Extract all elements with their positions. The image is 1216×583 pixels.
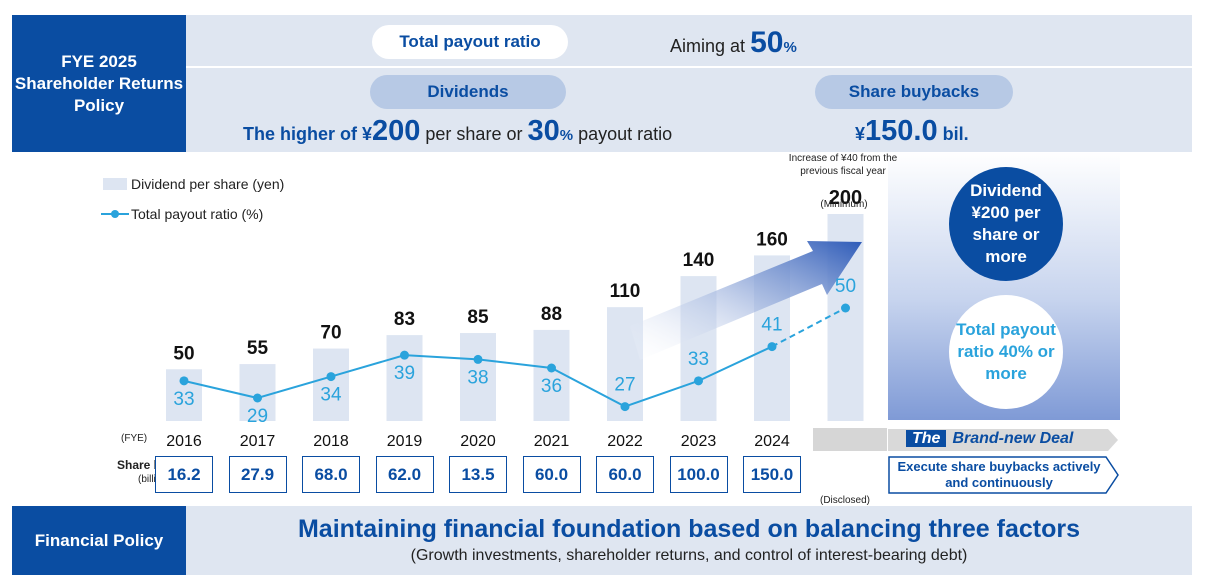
legend-line-swatch bbox=[101, 210, 129, 218]
dividend-policy-text: The higher of ¥200 per share or 30% payo… bbox=[243, 115, 673, 147]
bar-label-2022: 110 bbox=[610, 281, 641, 302]
buyback-policy-text: ¥150.0 bil. bbox=[855, 115, 969, 147]
buyback-2019: 62.0 bbox=[375, 456, 434, 493]
policy-divider bbox=[186, 66, 1192, 68]
bar-label-2023: 140 bbox=[683, 250, 715, 271]
bar-label-2016: 50 bbox=[173, 343, 194, 364]
bar-2017 bbox=[239, 364, 276, 421]
dividends-pill: Dividends bbox=[370, 75, 566, 109]
payout-circle: Total payout ratio 40% or more bbox=[949, 295, 1063, 409]
legend-dividend: Dividend per share (yen) bbox=[131, 176, 285, 192]
legend-bar-swatch bbox=[103, 178, 127, 190]
x-label-2017: 2017 bbox=[240, 433, 276, 450]
payout-label-2020: 38 bbox=[467, 367, 488, 388]
payout-point-2022 bbox=[620, 402, 630, 412]
payout-label-2019: 39 bbox=[394, 363, 415, 384]
legend-payout: Total payout ratio (%) bbox=[131, 206, 264, 222]
payout-point-2021 bbox=[547, 363, 556, 373]
financial-policy-subtitle: (Growth investments, shareholder returns… bbox=[410, 547, 968, 564]
payout-point-2024 bbox=[767, 342, 777, 352]
buyback-2022: 60.0 bbox=[596, 456, 654, 493]
buyback-2016: 16.2 bbox=[155, 456, 213, 493]
minimum-annotation: (Minimum) bbox=[820, 199, 868, 210]
bar-label-2018: 70 bbox=[320, 323, 341, 344]
payout-point-2025 bbox=[841, 303, 850, 313]
x-label-2022: 2022 bbox=[607, 433, 643, 450]
bar-label-2024: 160 bbox=[756, 229, 788, 250]
dividend-circle: Dividend ¥200 per share or more bbox=[949, 167, 1063, 281]
financial-policy-title: Maintaining financial foundation based o… bbox=[297, 515, 1081, 543]
payout-label-2018: 34 bbox=[320, 385, 342, 406]
total-payout-pill: Total payout ratio bbox=[372, 25, 568, 59]
fye-2025-highlight bbox=[813, 428, 887, 451]
payout-point-2018 bbox=[326, 372, 336, 382]
buyback-2024: 150.0 bbox=[743, 456, 801, 493]
buyback-2023: 100.0 bbox=[669, 456, 728, 493]
buyback-2017: 27.9 bbox=[228, 456, 287, 493]
payout-point-2017 bbox=[253, 393, 262, 403]
x-label-2020: 2020 bbox=[460, 433, 496, 450]
bar-label-2020: 85 bbox=[467, 307, 489, 328]
bar-label-2017: 55 bbox=[247, 338, 269, 359]
bar-label-2021: 88 bbox=[541, 304, 562, 325]
bar-2018 bbox=[313, 348, 349, 421]
bar-label-2025: 200 bbox=[829, 187, 862, 209]
x-label-2021: 2021 bbox=[534, 433, 570, 450]
bar-label-2019: 83 bbox=[394, 309, 415, 330]
financial-policy-label: Financial Policy bbox=[12, 506, 186, 575]
policy-panel bbox=[186, 15, 1192, 152]
payout-line-forecast bbox=[771, 307, 846, 348]
payout-label-2024: 41 bbox=[761, 315, 782, 336]
payout-point-2016 bbox=[179, 376, 189, 386]
payout-label-2021: 36 bbox=[541, 376, 562, 397]
buyback-2020: 13.5 bbox=[449, 456, 507, 493]
exec-text: Execute share buybacks actively and cont… bbox=[897, 459, 1101, 490]
payout-point-2023 bbox=[694, 376, 703, 386]
payout-point-2020 bbox=[473, 354, 483, 364]
payout-label-2025: 50 bbox=[835, 276, 856, 297]
bar-2021 bbox=[533, 329, 570, 421]
fye-label: (FYE) bbox=[121, 433, 148, 444]
x-label-2018: 2018 bbox=[313, 433, 349, 450]
buyback-2018: 68.0 bbox=[302, 456, 360, 493]
payout-point-2019 bbox=[400, 350, 409, 360]
payout-label-2022: 27 bbox=[614, 375, 635, 396]
x-label-2019: 2019 bbox=[387, 433, 423, 450]
buybacks-pill: Share buybacks bbox=[815, 75, 1013, 109]
payout-label-2017: 29 bbox=[247, 406, 268, 427]
buyback-2021: 60.0 bbox=[522, 456, 581, 493]
policy-title: FYE 2025 Shareholder Returns Policy bbox=[12, 15, 186, 152]
bar-2020 bbox=[460, 333, 496, 421]
payout-label-2016: 33 bbox=[173, 389, 194, 410]
deal-title: The Brand-new Deal bbox=[906, 430, 1073, 448]
exec-box bbox=[888, 456, 1119, 494]
x-label-2023: 2023 bbox=[681, 433, 717, 450]
bar-2019 bbox=[386, 335, 423, 421]
growth-arrow bbox=[630, 241, 862, 360]
x-label-2016: 2016 bbox=[166, 433, 202, 450]
disclosed-note: (Disclosed) bbox=[819, 495, 870, 506]
financial-policy-panel bbox=[186, 506, 1192, 575]
x-label-2024: 2024 bbox=[754, 433, 790, 450]
payout-label-2023: 33 bbox=[688, 349, 709, 370]
aiming-text: Aiming at 50% bbox=[670, 26, 797, 59]
increase-annotation: Increase of ¥40 from the previous fiscal… bbox=[788, 153, 898, 177]
